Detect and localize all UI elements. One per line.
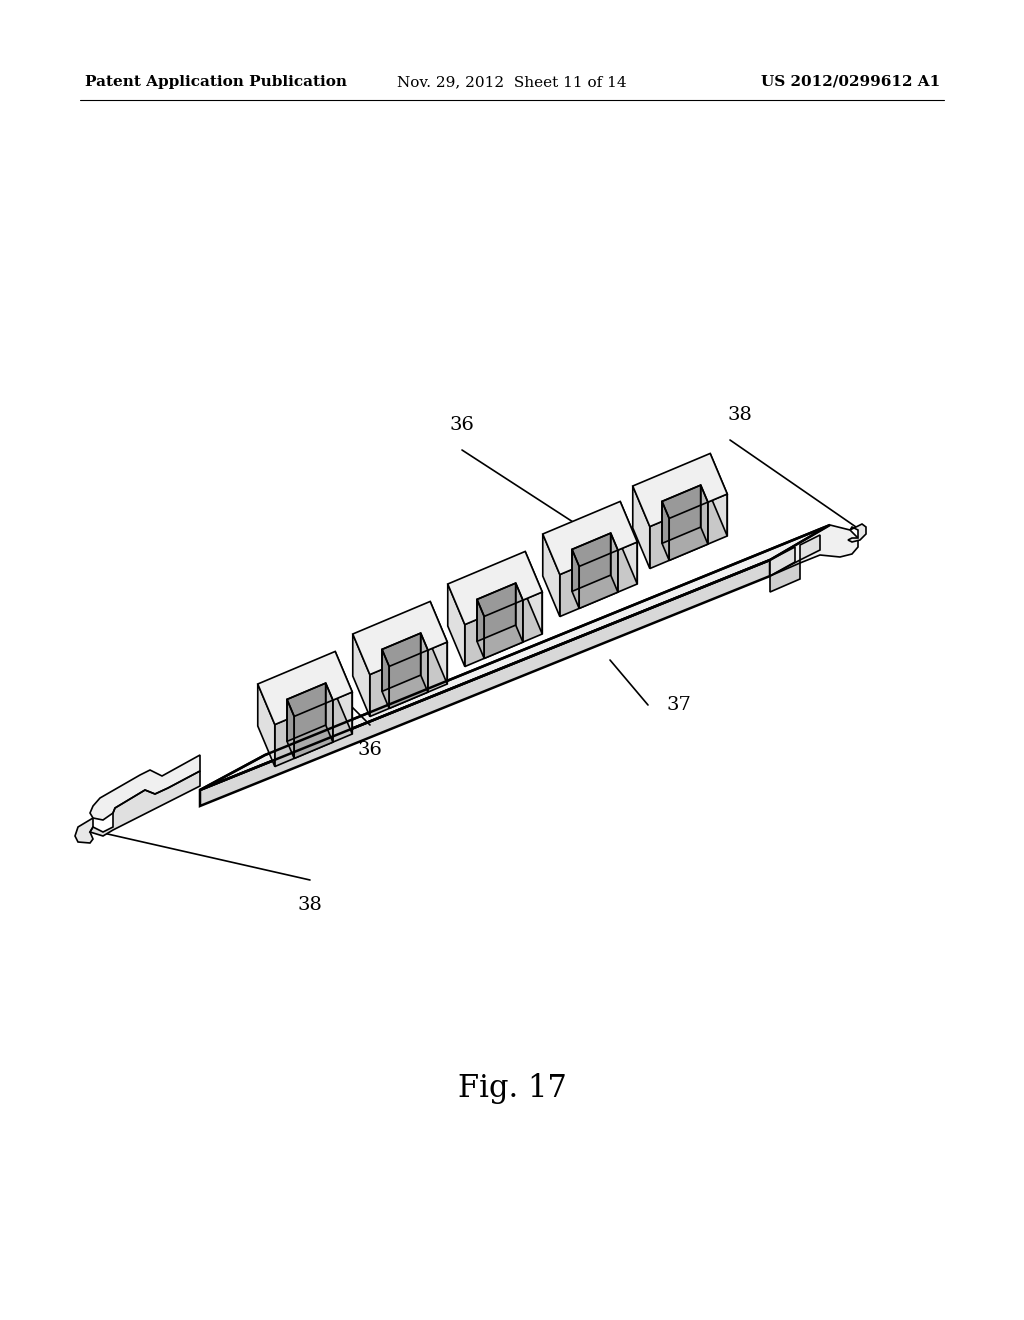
Polygon shape <box>662 486 700 544</box>
Polygon shape <box>610 533 617 593</box>
Polygon shape <box>335 652 352 734</box>
Polygon shape <box>90 771 200 836</box>
Polygon shape <box>543 535 560 616</box>
Text: 36: 36 <box>450 416 474 434</box>
Polygon shape <box>580 550 617 609</box>
Polygon shape <box>848 524 866 543</box>
Polygon shape <box>525 552 543 634</box>
Polygon shape <box>770 560 800 591</box>
Polygon shape <box>669 502 708 561</box>
Polygon shape <box>447 552 543 624</box>
Polygon shape <box>200 560 770 807</box>
Polygon shape <box>258 684 274 767</box>
Polygon shape <box>382 634 421 692</box>
Polygon shape <box>662 502 669 561</box>
Text: US 2012/0299612 A1: US 2012/0299612 A1 <box>761 75 940 88</box>
Text: 37: 37 <box>666 696 691 714</box>
Polygon shape <box>484 601 523 659</box>
Polygon shape <box>770 525 858 576</box>
Polygon shape <box>477 599 484 659</box>
Polygon shape <box>572 533 610 591</box>
Polygon shape <box>258 652 352 725</box>
Polygon shape <box>382 649 389 709</box>
Polygon shape <box>274 692 352 767</box>
Polygon shape <box>294 700 333 759</box>
Text: Fig. 17: Fig. 17 <box>458 1073 566 1105</box>
Polygon shape <box>90 755 200 820</box>
Polygon shape <box>430 602 447 684</box>
Polygon shape <box>650 494 727 569</box>
Polygon shape <box>326 684 333 742</box>
Text: Patent Application Publication: Patent Application Publication <box>85 75 347 88</box>
Polygon shape <box>287 700 294 759</box>
Polygon shape <box>75 818 93 843</box>
Polygon shape <box>352 602 447 675</box>
Polygon shape <box>421 634 428 692</box>
Polygon shape <box>770 546 795 576</box>
Polygon shape <box>287 684 326 742</box>
Polygon shape <box>633 486 650 569</box>
Polygon shape <box>200 525 830 789</box>
Text: Nov. 29, 2012  Sheet 11 of 14: Nov. 29, 2012 Sheet 11 of 14 <box>397 75 627 88</box>
Polygon shape <box>560 543 637 616</box>
Polygon shape <box>572 549 580 609</box>
Polygon shape <box>389 651 428 709</box>
Polygon shape <box>465 591 543 667</box>
Polygon shape <box>370 642 447 717</box>
Polygon shape <box>477 583 516 642</box>
Polygon shape <box>516 583 523 642</box>
Text: 38: 38 <box>728 407 753 424</box>
Polygon shape <box>711 454 727 536</box>
Polygon shape <box>447 583 465 667</box>
Polygon shape <box>700 486 708 544</box>
Polygon shape <box>800 535 820 560</box>
Polygon shape <box>621 502 637 583</box>
Polygon shape <box>543 502 637 574</box>
Text: 38: 38 <box>298 896 323 913</box>
Polygon shape <box>352 634 370 717</box>
Polygon shape <box>633 454 727 527</box>
Text: 36: 36 <box>357 741 382 759</box>
